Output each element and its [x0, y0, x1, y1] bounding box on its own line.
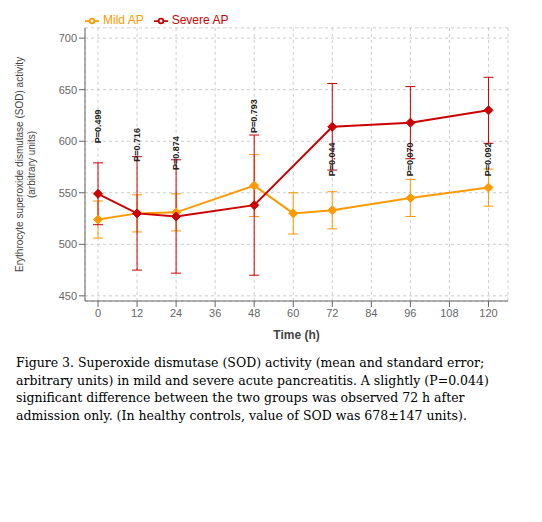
svg-text:600: 600	[59, 135, 77, 147]
svg-text:P=0.044: P=0.044	[327, 142, 337, 176]
svg-text:Erythrocyte superoxide dismuta: Erythrocyte superoxide dismutase (SOD) a…	[14, 57, 38, 272]
svg-text:450: 450	[59, 290, 77, 302]
svg-text:P=0.499: P=0.499	[93, 110, 103, 144]
html-text:Severe AP: Severe AP	[171, 13, 229, 27]
svg-text:P=0.092: P=0.092	[483, 142, 493, 176]
svg-text:P=0.793: P=0.793	[249, 99, 259, 133]
svg-text:36: 36	[209, 307, 221, 319]
svg-text:72: 72	[326, 307, 338, 319]
svg-text:48: 48	[248, 307, 260, 319]
svg-text:Time (h): Time (h)	[273, 328, 319, 342]
svg-text:12: 12	[131, 307, 143, 319]
svg-text:84: 84	[365, 307, 377, 319]
svg-text:650: 650	[59, 84, 77, 96]
svg-text:700: 700	[59, 32, 77, 44]
svg-text:24: 24	[170, 307, 182, 319]
svg-text:108: 108	[440, 307, 458, 319]
html-text:Mild AP: Mild AP	[103, 13, 144, 27]
svg-text:500: 500	[59, 238, 77, 250]
svg-text:0: 0	[95, 307, 101, 319]
svg-text:P=0.716: P=0.716	[132, 128, 142, 162]
svg-text:120: 120	[479, 307, 497, 319]
svg-text:P=0.070: P=0.070	[405, 142, 415, 176]
html-text:Figure 3. Superoxide dismutase: Figure 3. Superoxide dismutase (SOD) act…	[16, 355, 489, 423]
svg-text:P=0.874: P=0.874	[171, 136, 181, 170]
svg-text:60: 60	[287, 307, 299, 319]
svg-text:96: 96	[404, 307, 416, 319]
svg-text:550: 550	[59, 187, 77, 199]
